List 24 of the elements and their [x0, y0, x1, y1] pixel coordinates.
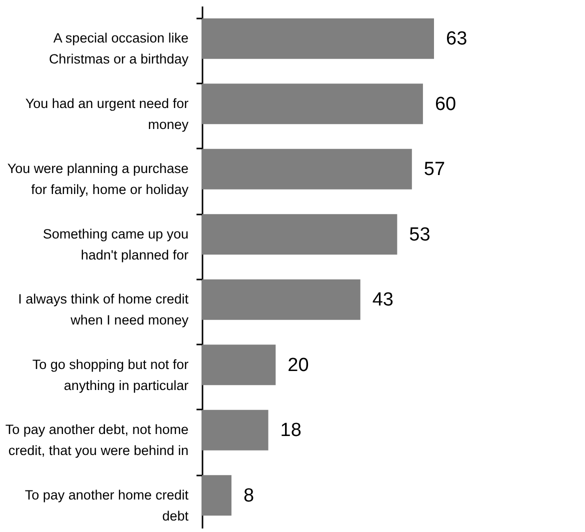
- bar: [202, 410, 268, 450]
- y-tick-label: To go shopping but not for anything in particular: [32, 356, 189, 393]
- bar: [202, 84, 423, 124]
- y-tick-label: To pay another home credit debt: [24, 487, 189, 524]
- bar: [202, 148, 412, 190]
- data-label: 57: [424, 159, 446, 180]
- y-tick-label: Something came up you hadn't planned for: [42, 226, 189, 262]
- data-label: 8: [243, 485, 254, 506]
- data-label: 18: [280, 420, 302, 442]
- bar: [202, 18, 434, 59]
- bar: [202, 214, 398, 255]
- bar: [202, 279, 360, 320]
- y-tick-label: You had an urgent need for money: [25, 96, 190, 132]
- y-tick-label: To pay another debt, not home credit, that you were behind in: [5, 422, 188, 458]
- y-tick-label: I always think of home credit when I need money: [18, 292, 189, 328]
- data-label: 53: [409, 224, 430, 246]
- y-tick-label: You were planning a purchase for family, home or holiday: [7, 161, 189, 198]
- bar: [202, 344, 276, 386]
- data-label: 60: [434, 94, 456, 115]
- data-label: 63: [446, 28, 468, 50]
- data-label: 43: [372, 290, 394, 311]
- y-tick-label: A special occasion like Christmas or a birthday: [48, 30, 189, 67]
- data-label: 20: [288, 354, 309, 376]
- bar: [202, 475, 232, 516]
